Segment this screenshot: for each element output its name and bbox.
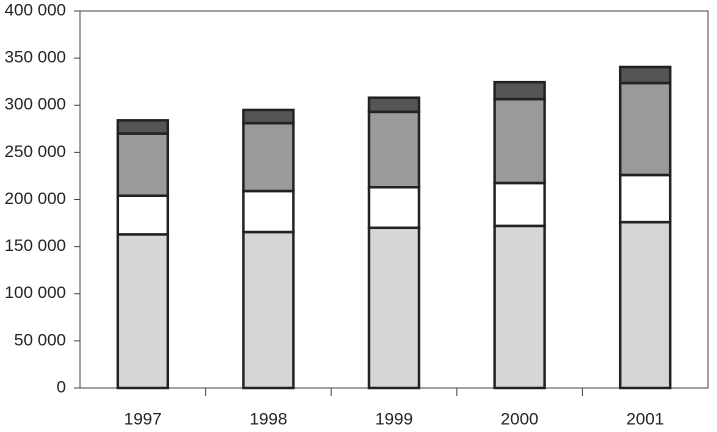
bar-segment	[367, 110, 421, 189]
bar-segment	[116, 119, 170, 135]
bar-segment	[242, 189, 295, 234]
bar-segment	[618, 173, 672, 224]
y-tick-label: 300 000	[5, 95, 66, 114]
bar-segment	[116, 194, 170, 236]
bar-segment	[367, 96, 421, 114]
y-tick-label: 400 000	[5, 0, 66, 19]
bar-segment	[242, 108, 295, 125]
bar-segment	[242, 230, 295, 390]
bar-segment	[116, 233, 170, 390]
y-tick-label: 50 000	[14, 330, 66, 349]
y-tick-label: 150 000	[5, 236, 66, 255]
bar-segment	[367, 185, 421, 230]
x-tick-label: 2001	[626, 409, 664, 428]
y-tick-label: 100 000	[5, 283, 66, 302]
bar-segment	[367, 226, 421, 390]
bar-segment	[618, 81, 672, 177]
bar-segment	[242, 121, 295, 193]
bar-segment	[116, 132, 170, 197]
bar-segment	[493, 97, 546, 185]
y-tick-label: 0	[57, 377, 66, 396]
bar-segment	[493, 224, 546, 390]
bar-segment	[493, 181, 546, 228]
y-tick-label: 350 000	[5, 48, 66, 67]
y-tick-label: 200 000	[5, 189, 66, 208]
bar-segment	[493, 80, 546, 101]
x-tick-label: 2000	[501, 409, 539, 428]
x-tick-label: 1998	[249, 409, 287, 428]
x-tick-label: 1997	[124, 409, 162, 428]
y-tick-label: 250 000	[5, 142, 66, 161]
x-tick-label: 1999	[375, 409, 413, 428]
bar-segment	[618, 65, 672, 85]
bar-segment	[618, 220, 672, 390]
